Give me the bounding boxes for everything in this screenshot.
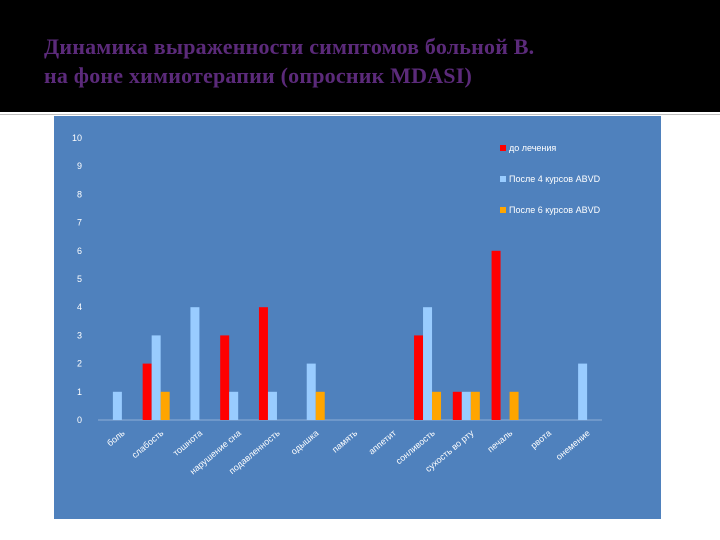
slide-title-line-1: Динамика выраженности симптомов больной …	[44, 34, 535, 59]
bar-3-6	[315, 391, 325, 420]
x-category-label: онемение	[554, 428, 592, 462]
bar-1-2	[142, 363, 152, 420]
y-tick-label: 8	[77, 189, 82, 199]
slide-title: Динамика выраженности симптомов больной …	[44, 32, 704, 90]
bar-3-2	[160, 391, 170, 420]
bar-1-11	[491, 250, 501, 420]
y-tick-label: 0	[77, 415, 82, 425]
legend-swatch-2	[500, 176, 506, 182]
title-band	[0, 0, 720, 112]
x-category-label: боль	[105, 428, 127, 449]
legend-swatch-3	[500, 207, 506, 213]
slide-title-line-2: на фоне химиотерапии (опросник MDASI)	[44, 63, 473, 88]
bar-2-3	[190, 307, 200, 420]
x-category-label: одышка	[289, 428, 321, 457]
y-tick-label: 6	[77, 246, 82, 256]
legend-label-1: до лечения	[509, 143, 556, 153]
y-tick-label: 1	[77, 387, 82, 397]
bar-1-4	[220, 335, 230, 420]
bar-1-9	[414, 335, 424, 420]
bar-2-2	[151, 335, 161, 420]
y-tick-label: 5	[77, 274, 82, 284]
bar-2-10	[461, 391, 471, 420]
y-tick-label: 3	[77, 330, 82, 340]
x-category-label: память	[330, 428, 359, 455]
bar-3-9	[432, 391, 442, 420]
x-category-label: слабость	[130, 428, 166, 460]
bar-2-6	[306, 363, 316, 420]
legend-swatch-1	[500, 145, 506, 151]
bar-1-5	[258, 307, 268, 420]
x-category-label: аппетит	[367, 428, 399, 457]
x-category-label: рвота	[529, 428, 553, 451]
y-tick-label: 10	[72, 133, 82, 143]
y-tick-label: 2	[77, 359, 82, 369]
bar-2-9	[423, 307, 433, 420]
bar-3-10	[470, 391, 480, 420]
x-category-label: печаль	[486, 428, 515, 455]
bar-3-11	[509, 391, 519, 420]
y-tick-label: 4	[77, 302, 82, 312]
legend-label-3: После 6 курсов ABVD	[509, 205, 601, 215]
legend-label-2: После 4 курсов ABVD	[509, 174, 601, 184]
chart-area: 0 1 2 3 4 5 6 7 8 9 10 боль слабость тошнота нарушение…	[54, 116, 661, 519]
bar-2-13	[578, 363, 588, 420]
bar-2-4	[229, 391, 239, 420]
y-tick-label: 7	[77, 218, 82, 228]
x-category-label: тошнота	[171, 428, 204, 458]
bar-2-1	[112, 391, 122, 420]
bar-2-5	[267, 391, 277, 420]
y-tick-label: 9	[77, 161, 82, 171]
bar-1-10	[452, 391, 462, 420]
title-divider	[0, 114, 720, 115]
